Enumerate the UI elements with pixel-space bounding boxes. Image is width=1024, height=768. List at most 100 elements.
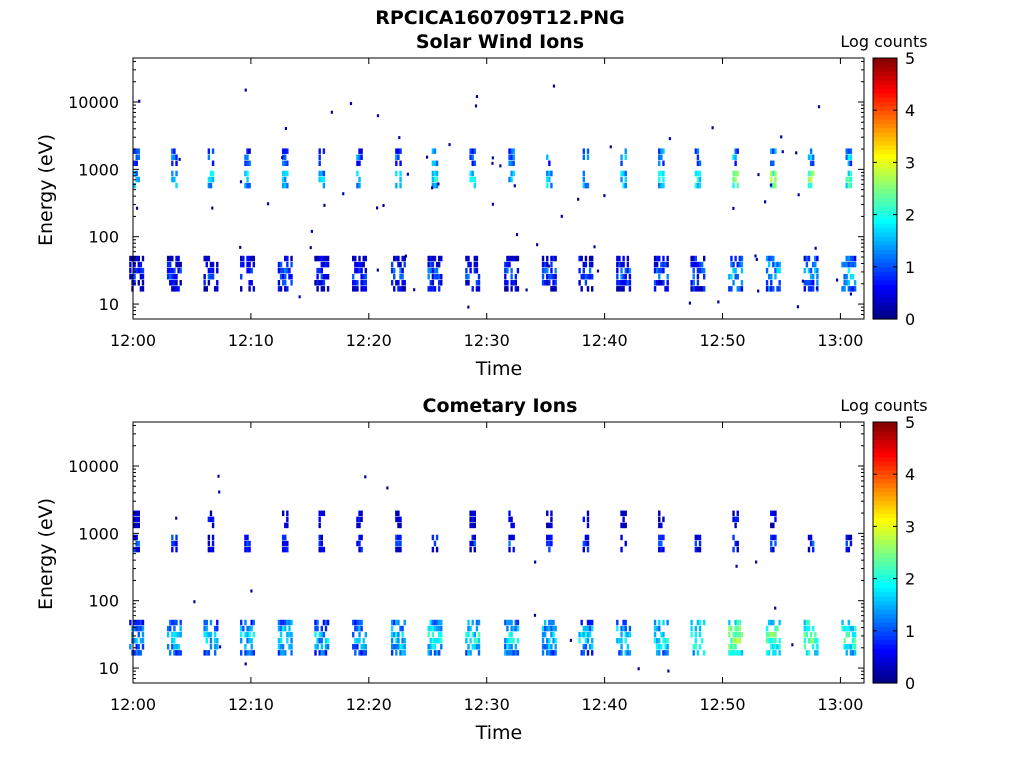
data-cell — [732, 154, 735, 160]
data-cell — [211, 148, 215, 154]
data-cell — [141, 273, 145, 280]
data-cell — [318, 176, 321, 183]
data-cell — [358, 516, 361, 523]
data-cell — [314, 631, 317, 638]
data-cell — [662, 148, 665, 154]
data-cell — [845, 631, 848, 638]
data-cell — [508, 160, 511, 167]
colorbar-segment — [873, 292, 897, 298]
colorbar-tick-label: 5 — [905, 413, 915, 432]
data-cell — [546, 540, 549, 547]
data-cell — [757, 289, 760, 293]
data-cell — [474, 104, 478, 108]
data-cell — [765, 650, 769, 656]
data-cell — [694, 255, 698, 262]
data-cell — [620, 176, 623, 183]
data-cell — [469, 625, 472, 632]
data-cell — [770, 644, 773, 650]
data-cell — [772, 182, 775, 189]
data-cell — [584, 255, 588, 262]
data-cell — [506, 261, 509, 268]
data-cell — [772, 255, 775, 262]
data-cell — [624, 176, 627, 183]
data-cell — [135, 255, 138, 262]
data-cell — [512, 154, 515, 160]
data-cell — [250, 625, 253, 632]
data-cell — [175, 160, 178, 167]
data-cell — [397, 644, 400, 650]
data-cell — [550, 516, 553, 523]
data-cell — [326, 286, 330, 292]
data-cell — [314, 619, 317, 626]
data-cell — [655, 255, 659, 262]
data-cell — [437, 255, 441, 262]
data-cell — [853, 650, 857, 656]
data-cell — [205, 286, 208, 292]
data-cell — [732, 261, 735, 268]
data-cell — [471, 522, 474, 529]
data-cell — [171, 534, 174, 541]
data-cell — [320, 637, 323, 644]
data-cell — [849, 273, 853, 280]
data-cell — [475, 625, 479, 632]
data-cell — [320, 510, 323, 517]
data-cell — [757, 173, 760, 177]
data-cell — [395, 516, 398, 523]
data-cell — [281, 156, 284, 160]
data-cell — [774, 516, 777, 523]
data-cell — [504, 280, 507, 286]
data-cell — [173, 176, 176, 183]
data-cell — [552, 84, 556, 88]
data-cell — [473, 516, 477, 523]
data-cell — [586, 546, 590, 553]
data-cell — [475, 637, 479, 644]
colorbar-segment — [873, 443, 897, 449]
data-cell — [550, 540, 553, 547]
data-cell — [740, 261, 744, 268]
data-cell — [427, 650, 430, 656]
data-cell — [781, 150, 784, 154]
data-cell — [550, 273, 553, 280]
data-cell — [698, 261, 702, 268]
data-cell — [358, 154, 361, 160]
data-cell — [843, 286, 846, 292]
data-cell — [851, 286, 855, 292]
colorbar-tick-label: 0 — [905, 310, 915, 329]
data-cell — [320, 267, 323, 274]
data-cell — [770, 522, 773, 529]
data-cell — [279, 650, 283, 656]
data-cell — [471, 170, 474, 177]
data-cell — [550, 510, 553, 517]
data-cell — [281, 170, 285, 177]
data-cell — [246, 170, 249, 177]
data-cell — [508, 261, 511, 268]
data-cell — [732, 534, 735, 541]
data-cell — [541, 631, 545, 638]
data-cell — [286, 255, 289, 262]
data-cell — [546, 182, 549, 189]
data-cell — [469, 546, 472, 553]
data-cell — [203, 280, 206, 286]
data-cell — [543, 261, 547, 268]
data-cell — [403, 619, 406, 626]
data-cell — [586, 510, 590, 517]
data-cell — [548, 650, 551, 656]
data-cell — [216, 280, 219, 286]
data-cell — [135, 154, 138, 160]
colorbar-segment — [873, 630, 897, 636]
data-cell — [694, 625, 698, 632]
data-cell — [658, 267, 661, 274]
data-cell — [135, 619, 138, 626]
colorbar-tick-label: 2 — [905, 570, 915, 589]
scatter-counts — [135, 84, 853, 309]
data-cell — [622, 273, 625, 280]
data-cell — [803, 619, 806, 626]
data-cell — [356, 267, 359, 274]
data-cell — [284, 176, 287, 183]
data-cell — [362, 644, 365, 650]
data-cell — [512, 650, 515, 656]
data-cell — [393, 267, 396, 274]
data-cell — [772, 650, 775, 656]
data-cell — [546, 650, 549, 656]
plot-frame — [132, 421, 865, 684]
